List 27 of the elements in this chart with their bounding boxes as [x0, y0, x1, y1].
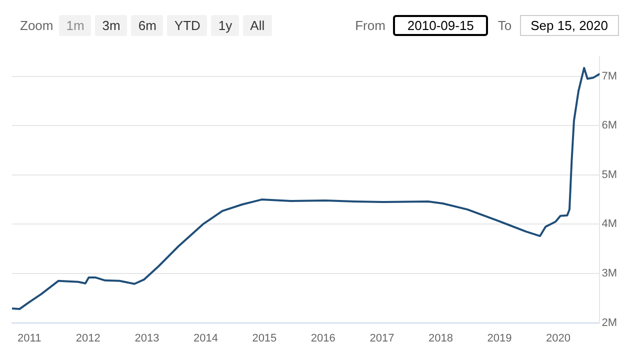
text: YTD: [167, 14, 208, 36]
x-tick-label: 2017: [370, 332, 394, 344]
y-tick-label: 5M: [602, 168, 617, 181]
x-tick-label: 2018: [428, 332, 454, 344]
text: 1m: [59, 14, 92, 36]
text: From: [355, 18, 386, 32]
y-tick-label: 2M: [602, 316, 617, 329]
text: 1y: [211, 14, 240, 36]
text: 2010-09-15: [393, 14, 488, 36]
x-tick-label: 2012: [76, 332, 100, 344]
y-tick-label: 3M: [602, 268, 617, 280]
x-tick-label: 2016: [310, 332, 336, 344]
text: Sep 15, 2020: [520, 14, 619, 36]
text: Zoom: [20, 18, 54, 32]
y-tick-label: 4M: [602, 218, 617, 230]
x-tick-label: 2011: [18, 332, 42, 344]
text: To: [498, 18, 512, 32]
x-tick-label: 2019: [487, 332, 512, 344]
text: All: [243, 14, 272, 36]
x-tick-label: 2015: [252, 332, 277, 344]
x-tick-label: 2014: [193, 332, 218, 344]
x-tick-label: 2020: [546, 332, 570, 344]
y-tick-label: 6M: [602, 120, 617, 132]
x-tick-label: 2013: [134, 332, 160, 344]
y-tick-label: 7M: [602, 70, 617, 82]
text: 3m: [95, 14, 128, 36]
text: 6m: [131, 14, 164, 36]
